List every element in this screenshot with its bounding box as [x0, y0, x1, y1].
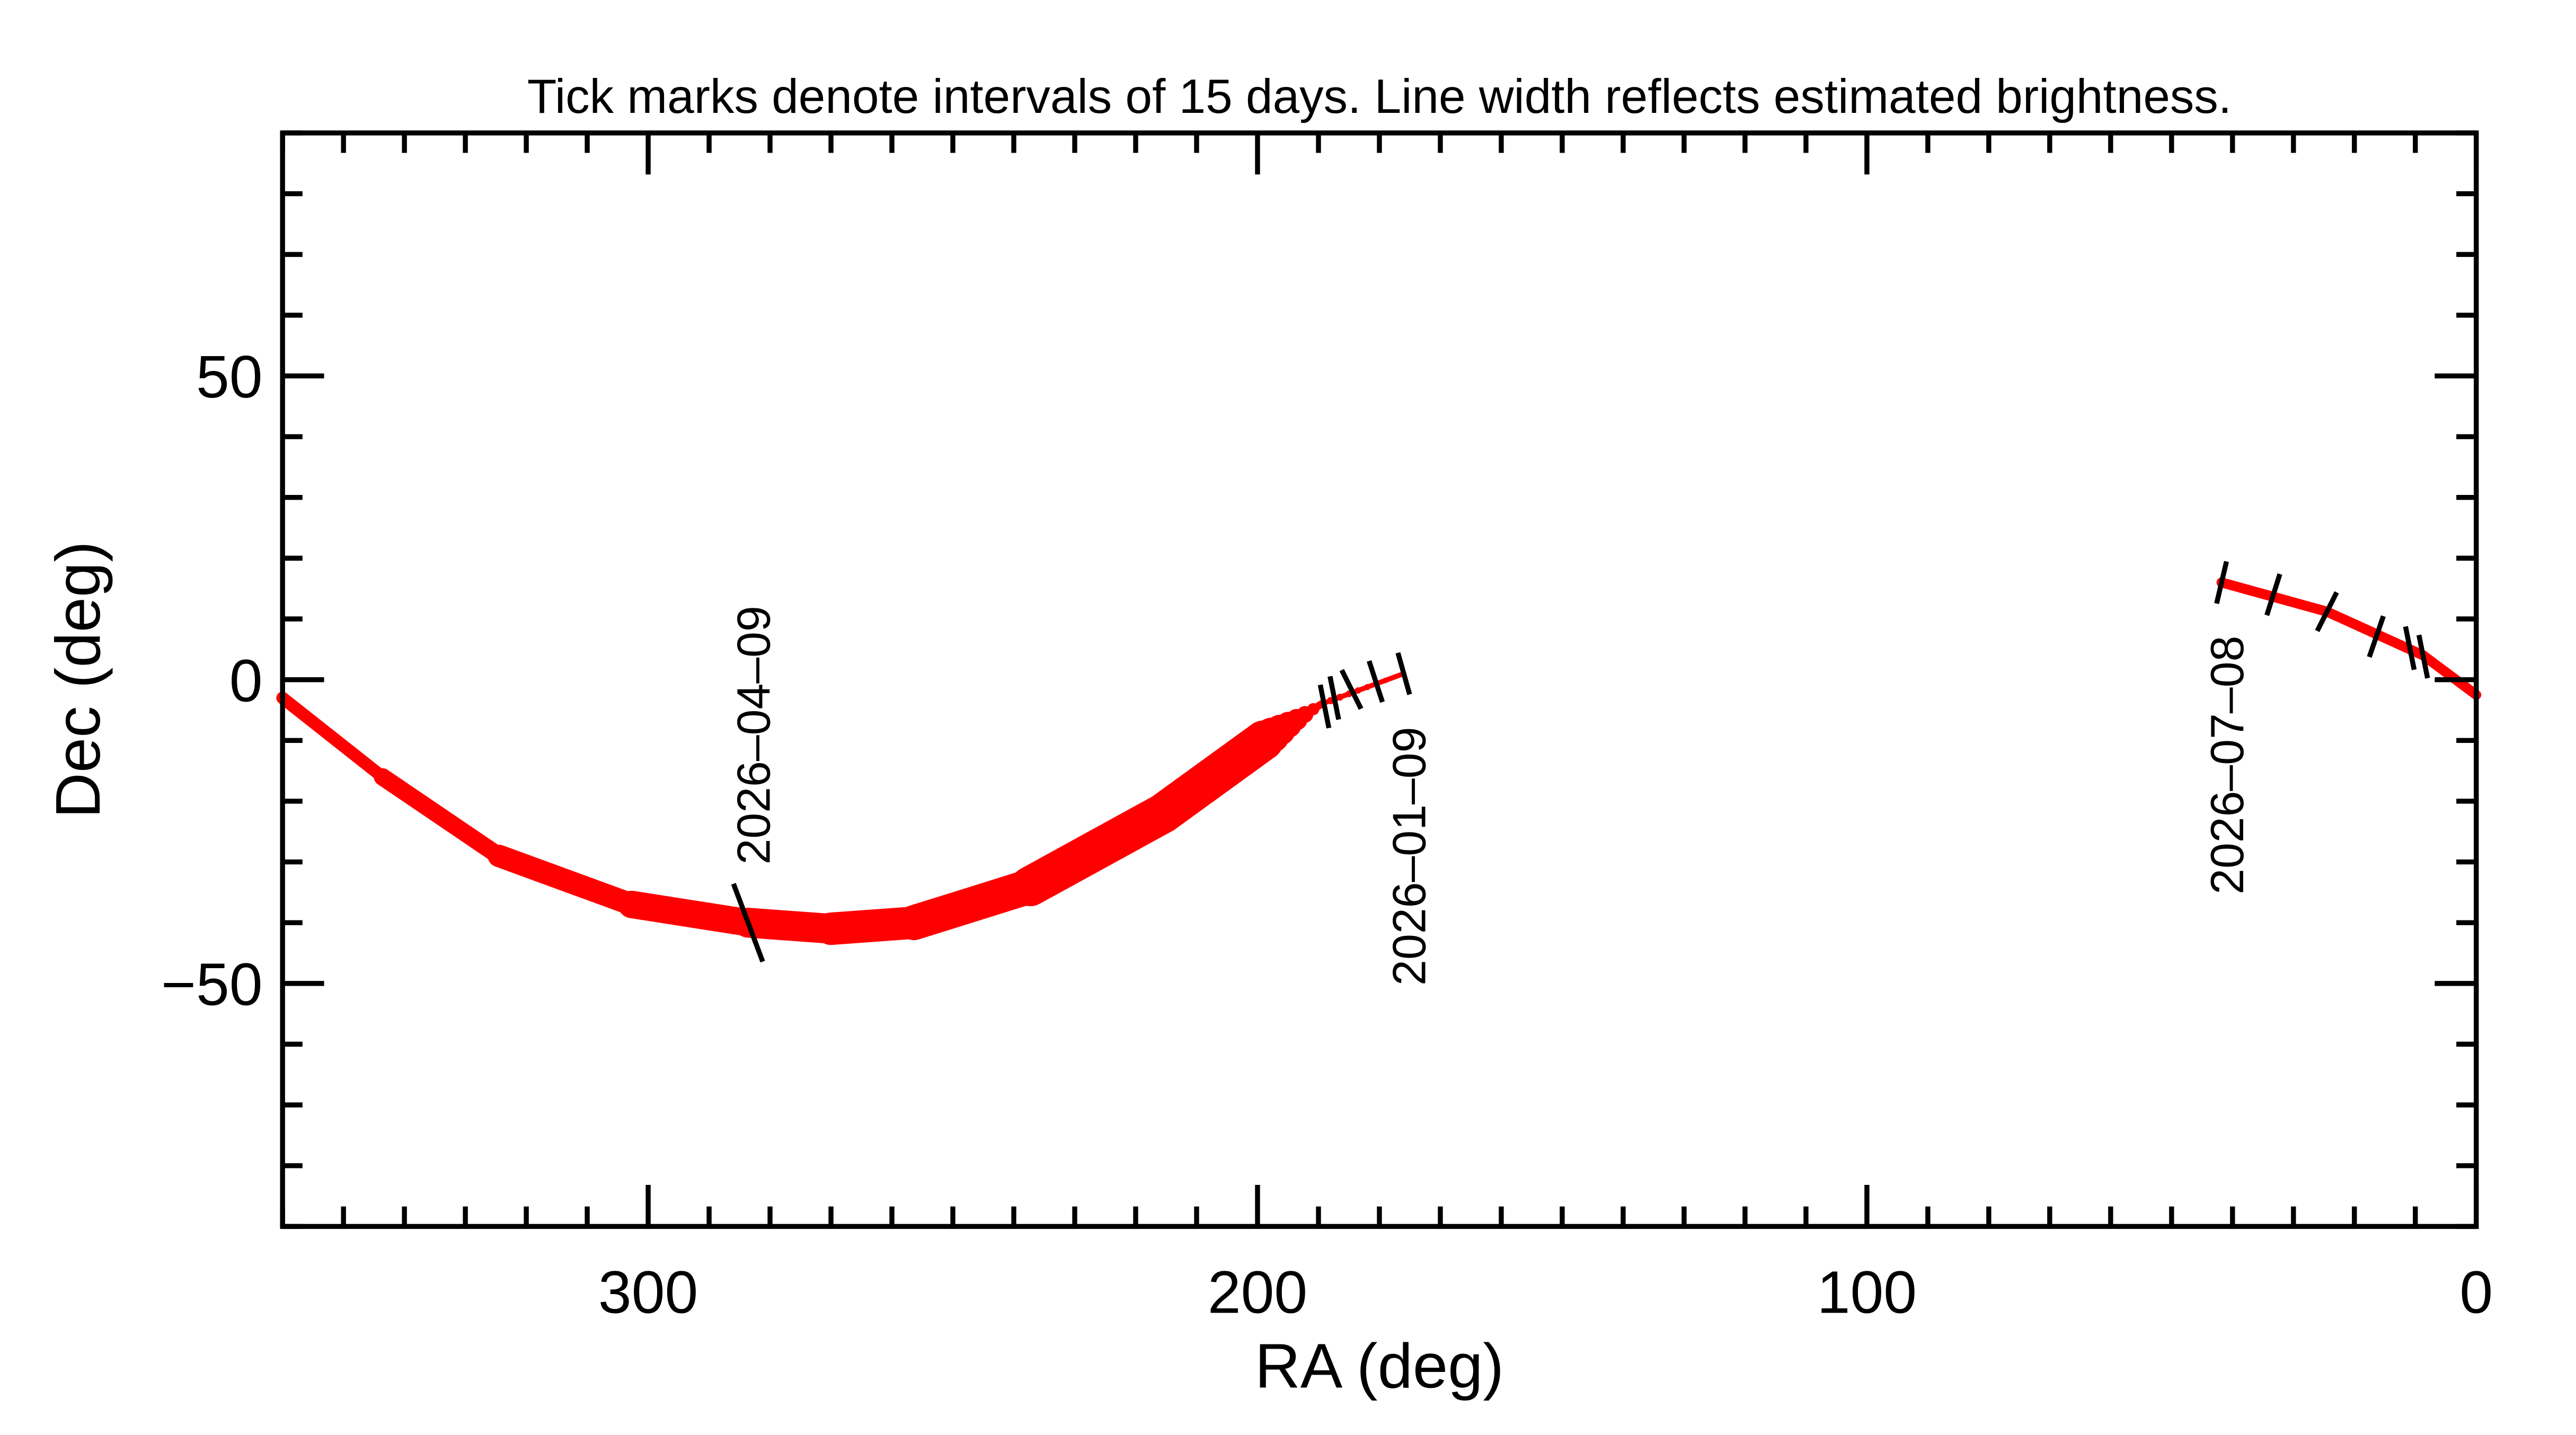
date-tick: [2264, 573, 2282, 616]
track-segment: [276, 692, 389, 783]
track-segment: [374, 768, 508, 865]
date-tick: [731, 883, 765, 963]
x-axis-label: RA (deg): [1255, 1331, 1504, 1402]
y-axis-label: Dec (deg): [43, 541, 113, 818]
date-label: 2026–01–09: [1384, 727, 1436, 986]
y-tick-label: −50: [161, 951, 262, 1018]
track-segment: [2418, 650, 2482, 700]
track-segment: [896, 869, 1048, 941]
date-label: 2026–04–09: [728, 606, 780, 864]
date-tick: [1339, 669, 1364, 710]
date-tick: [2403, 626, 2417, 670]
chart-title: Tick marks denote intervals of 15 days. …: [527, 70, 2232, 123]
series-0: [276, 671, 1406, 945]
track-segment: [488, 844, 643, 916]
x-tick-label: 0: [2459, 1259, 2493, 1325]
y-tick-label: 0: [229, 647, 263, 714]
date-tick: [2214, 561, 2229, 604]
x-tick-label: 200: [1208, 1259, 1307, 1325]
x-tick-label: 100: [1817, 1259, 1917, 1325]
date-tick: [1327, 676, 1341, 720]
date-tick: [2416, 634, 2430, 679]
y-tick-label: 50: [196, 343, 263, 410]
track-segment: [1143, 720, 1284, 834]
track-segment: [733, 907, 846, 944]
date-tick: [1317, 684, 1332, 729]
date-label: 2026–07–08: [2201, 636, 2253, 894]
x-tick-label: 300: [598, 1259, 698, 1325]
date-tick: [2315, 591, 2339, 632]
date-tick: [2367, 615, 2386, 658]
track-segment: [1010, 793, 1183, 907]
track-segment: [618, 890, 762, 937]
date-tick: [1395, 652, 1412, 695]
plot-frame: [280, 130, 2479, 1229]
date-tick: [1367, 660, 1385, 703]
